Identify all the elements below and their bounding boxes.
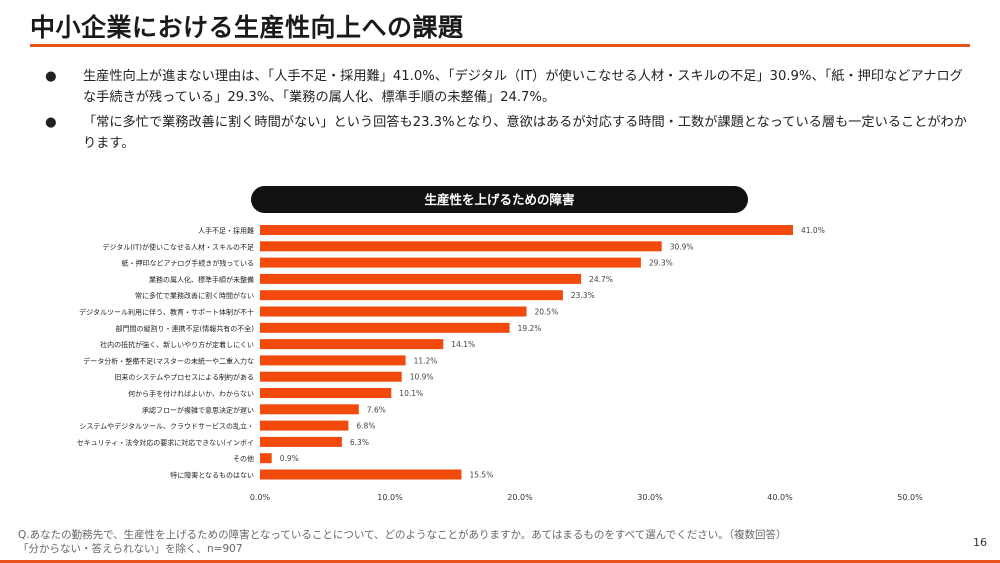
bullet-item: ● 生産性向上が進まない理由は、「人手不足・採用難」41.0%、「デジタル（IT… xyxy=(45,66,975,108)
x-tick-label: 30.0% xyxy=(637,493,663,502)
category-label: システムやデジタルツール、クラウドサービスの乱立・ xyxy=(79,422,254,431)
bottom-accent-bar xyxy=(0,560,1000,563)
bar xyxy=(260,436,342,447)
bullet-text: 「常に多忙で業務改善に割く時間がない」という回答も23.3%となり、意欲はあるが… xyxy=(83,115,967,151)
bar xyxy=(260,420,349,431)
value-label: 6.8% xyxy=(356,422,375,431)
bar xyxy=(260,388,392,398)
page-number: 16 xyxy=(973,536,987,549)
value-label: 30.9% xyxy=(670,242,694,251)
category-label: デジタルツール利用に伴う、教育・サポート体制が不十 xyxy=(79,308,254,317)
bar xyxy=(260,257,641,268)
bar xyxy=(260,225,793,235)
x-tick-label: 20.0% xyxy=(507,493,533,502)
bar xyxy=(260,339,444,350)
category-label: 何から手を付ければよいか、わからない xyxy=(128,389,254,398)
title-underline xyxy=(30,44,970,47)
value-label: 19.2% xyxy=(518,324,542,333)
value-label: 41.0% xyxy=(801,226,825,235)
value-label: 11.2% xyxy=(414,356,438,365)
bullet-text: 生産性向上が進まない理由は、「人手不足・採用難」41.0%、「デジタル（IT）が… xyxy=(83,69,963,105)
bullet-list: ● 生産性向上が進まない理由は、「人手不足・採用難」41.0%、「デジタル（IT… xyxy=(45,66,975,158)
slide-title: 中小企業における生産性向上への課題 xyxy=(30,13,464,42)
bar xyxy=(260,306,527,317)
category-label: 特に障害となるものはない xyxy=(170,471,254,480)
value-label: 6.3% xyxy=(350,438,369,447)
bar xyxy=(260,453,272,464)
x-tick-label: 40.0% xyxy=(767,493,793,502)
bar xyxy=(260,273,582,284)
value-label: 24.7% xyxy=(589,275,613,284)
category-label: 紙・押印などアナログ手続きが残っている xyxy=(121,259,254,268)
value-label: 29.3% xyxy=(649,259,673,268)
value-label: 10.9% xyxy=(410,373,434,382)
category-label: デジタル(IT)が使いこなせる人材・スキルの不足 xyxy=(102,242,254,251)
bullet-item: ● 「常に多忙で業務改善に割く時間がない」という回答も23.3%となり、意欲はあ… xyxy=(45,112,975,154)
bullet-dot: ● xyxy=(45,69,57,84)
value-label: 15.5% xyxy=(470,471,494,480)
x-tick-label: 50.0% xyxy=(897,493,923,502)
bar xyxy=(260,371,402,382)
value-label: 10.1% xyxy=(399,389,423,398)
bar xyxy=(260,290,563,301)
footnote-sample: 「分からない・答えられない」を除く、n=907 xyxy=(18,543,243,555)
footnote: Q.あなたの勤務先で、生産性を上げるための障害となっていることについて、どのよう… xyxy=(18,528,786,556)
x-tick-label: 10.0% xyxy=(377,493,403,502)
bar xyxy=(260,241,662,252)
bullet-dot: ● xyxy=(45,115,57,130)
category-label: 人手不足・採用難 xyxy=(198,226,254,235)
value-label: 23.3% xyxy=(571,291,595,300)
value-label: 20.5% xyxy=(535,308,559,317)
bar xyxy=(260,322,510,333)
chart-title: 生産性を上げるための障害 xyxy=(251,186,748,213)
value-label: 7.6% xyxy=(367,405,386,414)
category-label: 業務の属人化、標準手順が未整備 xyxy=(149,275,254,284)
bar xyxy=(260,355,406,366)
bar xyxy=(260,404,359,415)
category-label: セキュリティ・法令対応の要求に対応できない(インボイ xyxy=(77,438,254,447)
category-label: その他 xyxy=(233,454,254,463)
category-label: 社内の抵抗が強く、新しいやり方が定着しにくい xyxy=(100,340,254,349)
x-tick-label: 0.0% xyxy=(250,493,271,502)
category-label: データ分析・整備不足(マスターの未統一や二重入力な xyxy=(83,356,254,365)
value-label: 14.1% xyxy=(451,340,475,349)
bar xyxy=(260,469,462,480)
category-label: 常に多忙で業務改善に割く時間がない xyxy=(135,291,254,300)
category-label: 承認フローが複雑で意思決定が遅い xyxy=(142,405,254,414)
category-label: 旧来のシステムやプロセスによる制約がある xyxy=(114,373,254,382)
value-label: 0.9% xyxy=(280,454,299,463)
category-label: 部門間の縦割り・連携不足(情報共有の不全) xyxy=(116,324,255,333)
footnote-question: Q.あなたの勤務先で、生産性を上げるための障害となっていることについて、どのよう… xyxy=(18,529,787,541)
